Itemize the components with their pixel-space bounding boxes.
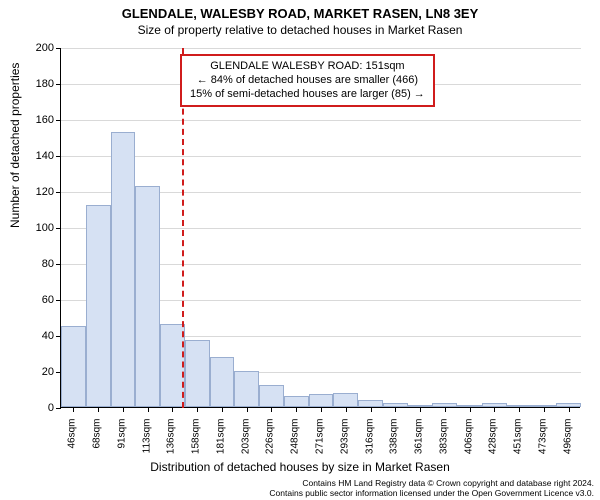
x-tick — [197, 407, 198, 412]
histogram-bar — [259, 385, 284, 407]
histogram-bar — [111, 132, 136, 407]
x-tick-label: 248sqm — [290, 419, 301, 469]
x-tick-label: 68sqm — [92, 419, 103, 469]
y-tick-label: 20 — [0, 366, 54, 378]
y-tick — [56, 228, 61, 229]
y-tick-label: 60 — [0, 294, 54, 306]
x-tick — [569, 407, 570, 412]
histogram-bar — [135, 186, 160, 407]
y-tick — [56, 48, 61, 49]
histogram-bar — [234, 371, 259, 407]
x-tick-label: 136sqm — [166, 419, 177, 469]
histogram-bar — [210, 357, 235, 407]
x-tick — [321, 407, 322, 412]
x-tick — [395, 407, 396, 412]
chart-title: GLENDALE, WALESBY ROAD, MARKET RASEN, LN… — [0, 0, 600, 21]
annotation-callout: GLENDALE WALESBY ROAD: 151sqm ← 84% of d… — [180, 54, 435, 107]
x-tick-label: 203sqm — [240, 419, 251, 469]
x-tick-label: 406sqm — [463, 419, 474, 469]
histogram-bar — [160, 324, 185, 407]
chart-subtitle: Size of property relative to detached ho… — [0, 21, 600, 37]
x-tick — [346, 407, 347, 412]
footer-line: Contains public sector information licen… — [269, 488, 594, 498]
y-tick-label: 40 — [0, 330, 54, 342]
x-tick — [98, 407, 99, 412]
x-tick-label: 451sqm — [513, 419, 524, 469]
x-tick — [519, 407, 520, 412]
y-tick-label: 140 — [0, 150, 54, 162]
x-tick — [123, 407, 124, 412]
x-tick — [247, 407, 248, 412]
histogram-bar — [61, 326, 86, 407]
y-tick-label: 80 — [0, 258, 54, 270]
x-tick — [494, 407, 495, 412]
y-tick-label: 160 — [0, 114, 54, 126]
x-tick — [371, 407, 372, 412]
x-tick — [445, 407, 446, 412]
histogram-bar — [309, 394, 334, 407]
x-tick-label: 271sqm — [315, 419, 326, 469]
gridline — [61, 120, 581, 121]
y-tick — [56, 156, 61, 157]
histogram-bar — [358, 400, 383, 407]
x-tick-label: 496sqm — [562, 419, 573, 469]
histogram-bar — [86, 205, 111, 407]
y-tick — [56, 84, 61, 85]
x-tick — [271, 407, 272, 412]
x-tick-label: 158sqm — [191, 419, 202, 469]
x-tick — [172, 407, 173, 412]
x-tick-label: 361sqm — [414, 419, 425, 469]
x-tick-label: 91sqm — [116, 419, 127, 469]
histogram-bar — [333, 393, 358, 407]
footer-line: Contains HM Land Registry data © Crown c… — [269, 478, 594, 488]
y-tick-label: 120 — [0, 186, 54, 198]
x-tick-label: 46sqm — [67, 419, 78, 469]
x-tick — [420, 407, 421, 412]
footer-attribution: Contains HM Land Registry data © Crown c… — [269, 478, 594, 498]
y-tick-label: 100 — [0, 222, 54, 234]
y-tick — [56, 300, 61, 301]
x-tick — [296, 407, 297, 412]
x-tick-label: 181sqm — [215, 419, 226, 469]
x-tick-label: 338sqm — [389, 419, 400, 469]
x-tick — [544, 407, 545, 412]
histogram-bar — [185, 340, 210, 407]
annotation-line: GLENDALE WALESBY ROAD: 151sqm — [190, 60, 425, 74]
gridline — [61, 156, 581, 157]
annotation-line: 15% of semi-detached houses are larger (… — [190, 88, 425, 102]
x-tick-label: 226sqm — [265, 419, 276, 469]
y-tick — [56, 408, 61, 409]
x-tick — [470, 407, 471, 412]
y-tick — [56, 120, 61, 121]
y-tick-label: 200 — [0, 42, 54, 54]
x-tick-label: 473sqm — [537, 419, 548, 469]
annotation-line: ← 84% of detached houses are smaller (46… — [190, 74, 425, 88]
y-tick — [56, 192, 61, 193]
x-tick-label: 316sqm — [364, 419, 375, 469]
x-tick — [73, 407, 74, 412]
histogram-bar — [284, 396, 309, 407]
gridline — [61, 48, 581, 49]
x-tick — [148, 407, 149, 412]
y-tick — [56, 264, 61, 265]
x-tick-label: 293sqm — [339, 419, 350, 469]
x-tick-label: 383sqm — [438, 419, 449, 469]
x-tick-label: 113sqm — [141, 419, 152, 469]
chart-plot-area: GLENDALE WALESBY ROAD: 151sqm ← 84% of d… — [60, 48, 580, 408]
y-tick-label: 180 — [0, 78, 54, 90]
y-tick-label: 0 — [0, 402, 54, 414]
x-tick-label: 428sqm — [488, 419, 499, 469]
x-tick — [222, 407, 223, 412]
